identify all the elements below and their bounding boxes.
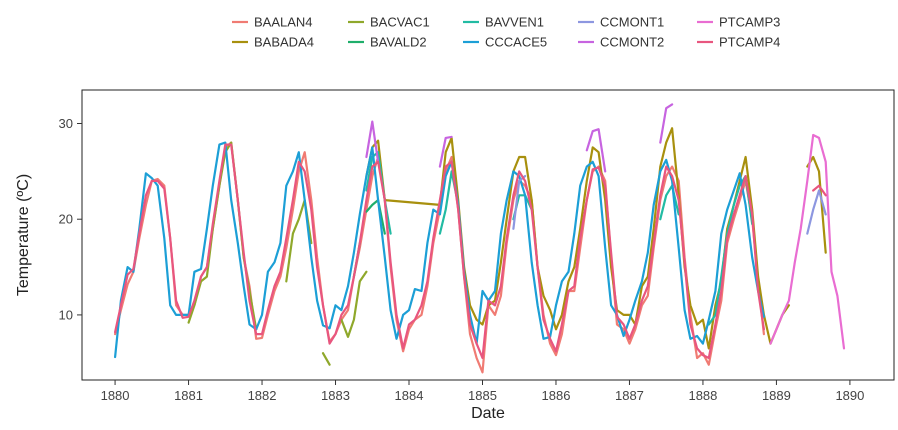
x-tick-label: 1888 bbox=[688, 388, 717, 403]
x-tick-label: 1881 bbox=[174, 388, 203, 403]
legend-label-bavven1: BAVVEN1 bbox=[485, 15, 544, 30]
legend-label-ptcamp3: PTCAMP3 bbox=[719, 15, 780, 30]
series-line-cccace5 bbox=[114, 141, 765, 359]
legend-label-cccace5: CCCACE5 bbox=[485, 35, 547, 50]
y-tick-label: 30 bbox=[59, 116, 73, 131]
x-tick-label: 1882 bbox=[248, 388, 277, 403]
x-tick-label: 1883 bbox=[321, 388, 350, 403]
legend-label-ptcamp4: PTCAMP4 bbox=[719, 35, 780, 50]
x-tick-label: 1886 bbox=[542, 388, 571, 403]
plot-panel bbox=[81, 89, 895, 381]
x-axis-title: Date bbox=[471, 405, 505, 422]
legend-label-ccmont1: CCMONT1 bbox=[600, 15, 664, 30]
x-axis: 1880 1881 1882 1883 1884 1885 1886 1887 1888 1889… bbox=[101, 380, 864, 403]
x-tick-label: 1890 bbox=[835, 388, 864, 403]
legend-label-babada4: BABADA4 bbox=[254, 35, 314, 50]
series-line-ccmont2 bbox=[365, 103, 674, 173]
series-line-bavven1 bbox=[365, 151, 754, 326]
legend-label-bacvac1: BACVAC1 bbox=[370, 15, 430, 30]
legend: BAALAN4 BABADA4 BACVAC1 BAVALD2 BAVVEN1 CCCAC… bbox=[232, 15, 780, 50]
x-tick-label: 1889 bbox=[762, 388, 791, 403]
x-tick-label: 1885 bbox=[468, 388, 497, 403]
x-tick-label: 1884 bbox=[395, 388, 424, 403]
y-axis: 10 20 30 bbox=[59, 116, 82, 322]
legend-label-ccmont2: CCMONT2 bbox=[600, 35, 664, 50]
y-tick-label: 20 bbox=[59, 212, 73, 227]
x-tick-label: 1880 bbox=[101, 388, 130, 403]
series-line-ptcamp3 bbox=[769, 133, 846, 350]
series-line-ptcamp4 bbox=[114, 143, 827, 360]
series-layer bbox=[114, 103, 846, 374]
legend-label-baalan4: BAALAN4 bbox=[254, 15, 313, 30]
x-tick-label: 1887 bbox=[615, 388, 644, 403]
legend-label-bavald2: BAVALD2 bbox=[370, 35, 427, 50]
y-tick-label: 10 bbox=[59, 307, 73, 322]
y-axis-title: Temperature (ºC) bbox=[15, 174, 32, 296]
